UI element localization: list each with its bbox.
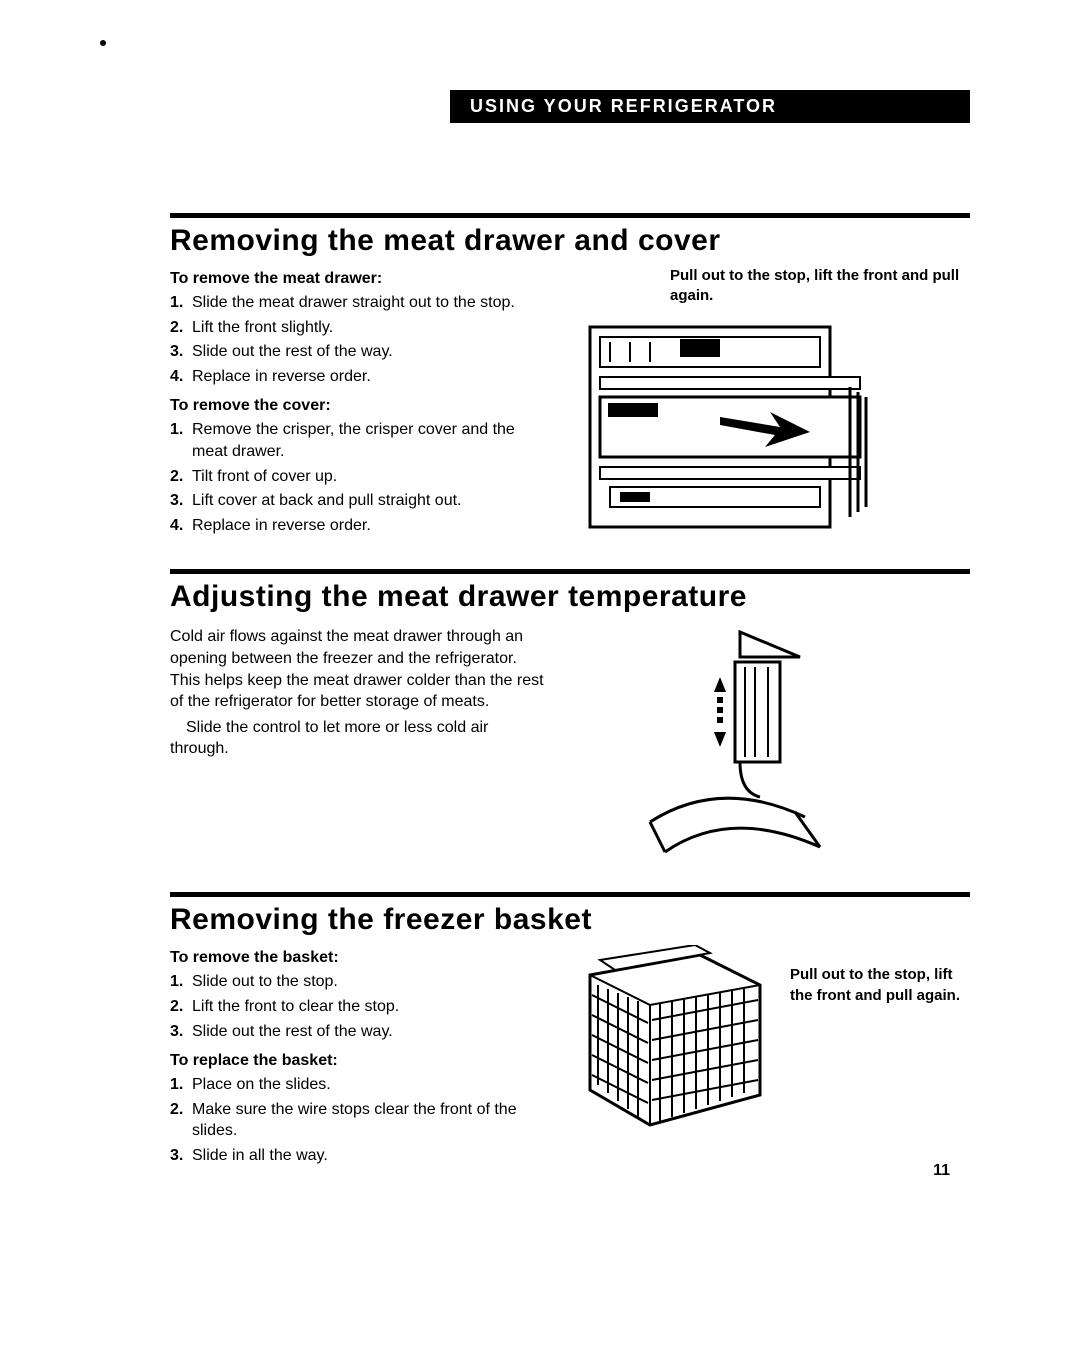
subhead: To replace the basket: bbox=[170, 1052, 550, 1070]
list-item: 1.Place on the slides. bbox=[170, 1074, 550, 1096]
list-item: 3.Slide out the rest of the way. bbox=[170, 1021, 550, 1043]
section-title: Removing the freezer basket bbox=[170, 903, 970, 937]
list-item: 1.Remove the crisper, the crisper cover … bbox=[170, 419, 550, 462]
list-item: 2.Lift the front slightly. bbox=[170, 317, 550, 339]
section-freezer-basket: Removing the freezer basket To remove th… bbox=[170, 892, 970, 1169]
list-item: 3.Lift cover at back and pull straight o… bbox=[170, 490, 550, 512]
subhead: To remove the basket: bbox=[170, 949, 550, 967]
left-column: To remove the meat drawer: 1.Slide the m… bbox=[170, 266, 550, 539]
right-column: Pull out to the stop, lift the front and… bbox=[580, 945, 970, 1169]
rule bbox=[170, 569, 970, 574]
right-column: Pull out to the stop, lift the front and… bbox=[580, 266, 970, 539]
basket-figure bbox=[580, 945, 770, 1135]
list-item: 2.Lift the front to clear the stop. bbox=[170, 996, 550, 1018]
figure-caption: Pull out to the stop, lift the front and… bbox=[670, 266, 970, 307]
list-item: 4.Replace in reverse order. bbox=[170, 366, 550, 388]
section-title: Removing the meat drawer and cover bbox=[170, 224, 970, 258]
temp-control-figure bbox=[620, 622, 880, 862]
section-header-bar: USING YOUR REFRIGERATOR bbox=[450, 90, 970, 123]
section-title: Adjusting the meat drawer temperature bbox=[170, 580, 970, 614]
left-column: To remove the basket: 1.Slide out to the… bbox=[170, 945, 550, 1169]
rule bbox=[170, 892, 970, 897]
page-number: 11 bbox=[933, 1162, 950, 1180]
paragraph: Slide the control to let more or less co… bbox=[170, 717, 550, 760]
subhead: To remove the cover: bbox=[170, 397, 550, 415]
rule bbox=[170, 213, 970, 218]
paragraph: Cold air flows against the meat drawer t… bbox=[170, 626, 550, 712]
list-item: 2.Make sure the wire stops clear the fro… bbox=[170, 1099, 550, 1142]
list-item: 2.Tilt front of cover up. bbox=[170, 466, 550, 488]
page: USING YOUR REFRIGERATOR Removing the mea… bbox=[0, 0, 1080, 1240]
list-item: 3.Slide out the rest of the way. bbox=[170, 341, 550, 363]
subhead: To remove the meat drawer: bbox=[170, 270, 550, 288]
list-item: 1.Slide the meat drawer straight out to … bbox=[170, 292, 550, 314]
figure-caption: Pull out to the stop, lift the front and… bbox=[790, 965, 960, 1006]
section-meat-drawer: Removing the meat drawer and cover To re… bbox=[170, 213, 970, 539]
section-adjust-temp: Adjusting the meat drawer temperature Co… bbox=[170, 569, 970, 862]
right-column bbox=[580, 622, 970, 862]
list-item: 1.Slide out to the stop. bbox=[170, 971, 550, 993]
meat-drawer-figure bbox=[580, 317, 880, 537]
left-column: Cold air flows against the meat drawer t… bbox=[170, 622, 550, 862]
scan-mark bbox=[100, 40, 106, 46]
list-item: 4.Replace in reverse order. bbox=[170, 515, 550, 537]
list-item: 3.Slide in all the way. bbox=[170, 1145, 550, 1167]
